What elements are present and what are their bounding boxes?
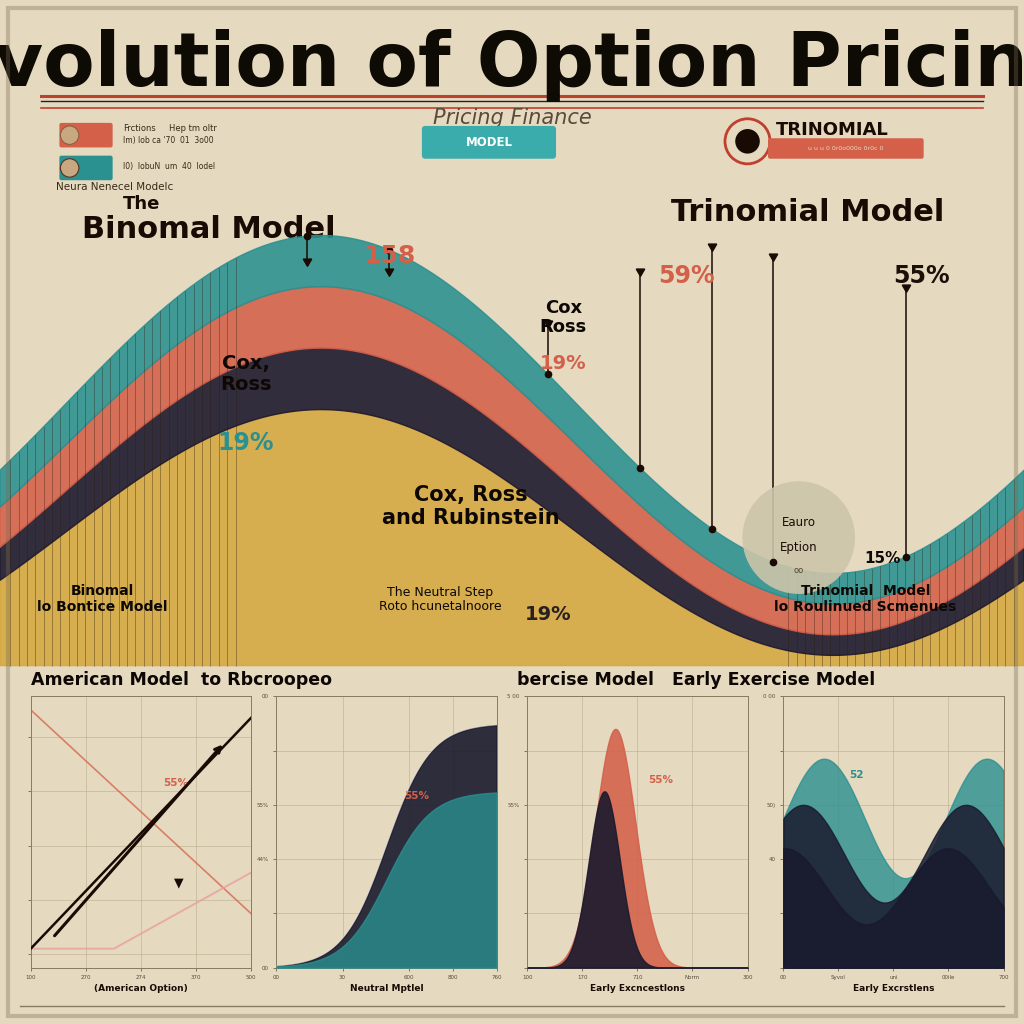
Text: 15%: 15% [864,551,901,565]
Text: Frctions: Frctions [123,124,156,133]
Text: 158: 158 [362,244,416,268]
X-axis label: (American Option): (American Option) [94,984,187,993]
Text: Evolution of Option Pricing: Evolution of Option Pricing [0,29,1024,102]
Text: Pricing Finance: Pricing Finance [432,108,592,128]
X-axis label: Early Excncestlons: Early Excncestlons [590,984,685,993]
Text: lm) lob ca '70  01  3o00: lm) lob ca '70 01 3o00 [123,136,214,145]
Text: Eauro: Eauro [781,516,816,528]
FancyBboxPatch shape [59,156,113,180]
Text: Eption: Eption [780,542,817,554]
Text: 55%: 55% [404,792,429,802]
Text: bercise Model   Early Exercise Model: bercise Model Early Exercise Model [517,671,876,689]
X-axis label: Early Excrstlens: Early Excrstlens [853,984,934,993]
Circle shape [60,126,79,144]
Text: 55%: 55% [648,775,674,785]
Text: Cox
Ross: Cox Ross [540,299,587,336]
Text: u u u 0 0r0o000o 0r0c 0: u u u 0 0r0o000o 0r0c 0 [808,146,884,151]
Text: 59%: 59% [657,264,715,289]
Text: Trinomial  Model
lo Roulinued Scmenues: Trinomial Model lo Roulinued Scmenues [774,585,956,613]
Text: 19%: 19% [524,605,571,624]
Text: Trinomial Model: Trinomial Model [671,198,944,226]
Circle shape [60,159,79,177]
Text: Binomal
lo Bontice Model: Binomal lo Bontice Model [37,585,168,613]
Circle shape [742,481,855,594]
Text: Neura Nenecel Modelc: Neura Nenecel Modelc [56,182,174,193]
Text: 52: 52 [850,770,864,779]
Text: ▼: ▼ [174,877,183,889]
Text: The: The [123,195,160,213]
Text: oo: oo [794,566,804,574]
Text: MODEL: MODEL [466,136,512,148]
Text: 55%: 55% [893,264,950,289]
Text: 19%: 19% [540,354,587,373]
Text: Binomal Model: Binomal Model [82,215,336,244]
FancyBboxPatch shape [59,123,113,147]
X-axis label: Neutral Mptlel: Neutral Mptlel [350,984,423,993]
Text: l0)  lobuN  um  40  lodel: l0) lobuN um 40 lodel [123,162,215,171]
Text: Cox, Ross
and Rubinstein: Cox, Ross and Rubinstein [382,485,560,528]
Text: 55%: 55% [163,778,187,787]
Text: Hep tm oltr: Hep tm oltr [169,124,217,133]
FancyBboxPatch shape [422,126,556,159]
Text: The Neutral Step
Roto hcunetalnoore: The Neutral Step Roto hcunetalnoore [379,586,502,612]
Circle shape [735,129,760,154]
Text: TRINOMIAL: TRINOMIAL [776,121,889,139]
Text: 19%: 19% [217,431,274,456]
Text: Cox,
Ross: Cox, Ross [220,354,271,393]
FancyBboxPatch shape [768,138,924,159]
Circle shape [725,119,770,164]
Text: American Model  to Rbcroopeo: American Model to Rbcroopeo [31,671,332,689]
